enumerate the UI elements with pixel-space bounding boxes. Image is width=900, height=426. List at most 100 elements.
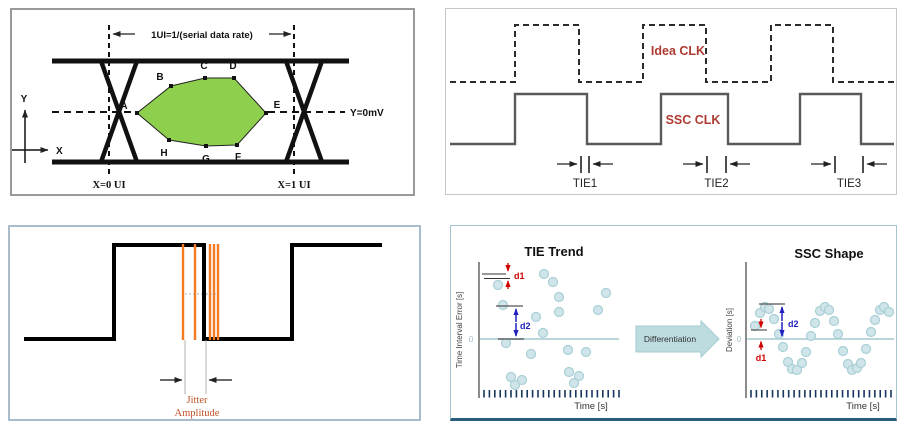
scatter-dot <box>869 314 881 326</box>
tie-marker: TIE2 <box>683 156 750 190</box>
right-crossing <box>283 60 325 163</box>
mask-vertex-marker <box>135 111 139 115</box>
scatter-dot <box>749 320 761 332</box>
scatter-dot <box>573 370 585 382</box>
ssc-scatter-group <box>749 301 895 398</box>
eye-diagram-svg: 1UI=1/(serial data rate) A B C D E F G H Y X Y=… <box>12 25 384 191</box>
ideal-clock-label: Idea CLK <box>651 44 705 58</box>
mask-vertex-label: D <box>229 61 236 72</box>
scatter-dot <box>800 346 812 358</box>
clock-tie-panel: Idea CLK SSC CLK TIE1 TIE2 TIE3 <box>445 8 897 195</box>
tie-marker-label: TIE1 <box>573 178 597 190</box>
scatter-dot <box>497 299 509 311</box>
mask-vertex-label: G <box>202 154 210 165</box>
tie-markers-group: TIE1 TIE2 TIE3 <box>557 156 887 190</box>
scatter-dot <box>516 374 528 386</box>
jitter-caption-line2: Amplitude <box>175 408 220 419</box>
x-axis-letter: X <box>56 146 63 157</box>
scatter-dot <box>509 379 521 391</box>
scatter-dot <box>553 291 565 303</box>
mask-vertex-label: A <box>120 101 127 112</box>
scatter-dot <box>763 303 775 315</box>
scatter-dot <box>768 313 780 325</box>
eye-diagram-panel: 1UI=1/(serial data rate) A B C D E F G H Y X Y=… <box>10 8 415 196</box>
tie-d2-label: d2 <box>520 321 531 331</box>
left-crossing <box>98 60 140 163</box>
tie-y-axis-label: Time Interval Error [s] <box>455 292 464 369</box>
scatter-dot <box>562 344 574 356</box>
eye-mask-polygon <box>136 77 267 147</box>
mask-vertex-marker <box>232 76 236 80</box>
scatter-dot <box>537 327 549 339</box>
jitter-svg: Jitter Amplitude <box>24 243 382 419</box>
scatter-dot <box>580 346 592 358</box>
scatter-dot <box>530 311 542 323</box>
mask-vertex-label: E <box>274 100 281 111</box>
scatter-dot <box>563 366 575 378</box>
scatter-dot <box>805 330 817 342</box>
mask-vertex-marker <box>169 84 173 88</box>
analysis-svg: TIE Trend Time Interval Error [s] 0 d1 d… <box>455 244 895 412</box>
tie-marker-label: TIE2 <box>704 178 728 190</box>
ssc-clock-label: SSC CLK <box>666 113 721 127</box>
tie-trend-title: TIE Trend <box>524 244 583 259</box>
ssc-clock-wave <box>450 92 894 146</box>
ssc-d1-label: d1 <box>756 353 767 363</box>
tie-d1-label: d1 <box>514 271 525 281</box>
x-one-label: X=1 UI <box>277 180 310 191</box>
scatter-dot <box>832 328 844 340</box>
mask-vertex-marker <box>167 138 171 142</box>
scatter-dot <box>538 268 550 280</box>
ssc-zero-label: 0 <box>737 334 742 344</box>
scatter-dot <box>865 326 877 338</box>
ssc-d2-label: d2 <box>788 319 799 329</box>
scatter-dot <box>828 315 840 327</box>
mask-vertex-label: H <box>160 148 167 159</box>
mask-vertex-marker <box>204 144 208 148</box>
tie-zero-label: 0 <box>469 334 474 344</box>
mask-vertex-label: F <box>235 152 241 163</box>
jitter-caption-line1: Jitter <box>187 395 208 406</box>
scatter-dot <box>505 371 517 383</box>
mask-vertex-label: B <box>156 72 163 83</box>
scatter-dot <box>500 337 512 349</box>
tie-marker: TIE1 <box>557 156 613 190</box>
mask-vertex-label: C <box>200 61 207 72</box>
scatter-dot <box>547 276 559 288</box>
scatter-dot <box>796 357 808 369</box>
scatter-dot <box>525 348 537 360</box>
scatter-dot <box>809 317 821 329</box>
jitter-amplitude-panel: Jitter Amplitude <box>8 225 421 421</box>
mask-vertex-marker <box>235 143 239 147</box>
scatter-dot <box>860 343 872 355</box>
eye-mask-group: A B C D E F G H <box>120 61 280 165</box>
jitter-lines-group <box>181 244 220 340</box>
mask-vertex-marker <box>264 111 268 115</box>
scatter-dot <box>791 364 803 376</box>
tie-x-axis-label: Time [s] <box>574 401 607 412</box>
scatter-dot <box>568 377 580 389</box>
tie-scatter-group <box>483 268 620 398</box>
ui-formula-label: 1UI=1/(serial data rate) <box>151 30 253 41</box>
tie-analysis-panel: TIE Trend Time Interval Error [s] 0 d1 d… <box>450 225 897 421</box>
ssc-shape-title: SSC Shape <box>794 246 863 261</box>
scatter-dot <box>883 306 895 318</box>
mask-vertex-marker <box>203 76 207 80</box>
clock-tie-svg: Idea CLK SSC CLK TIE1 TIE2 TIE3 <box>450 24 894 190</box>
scatter-dot <box>600 287 612 299</box>
scatter-dot <box>777 341 789 353</box>
differentiation-label: Differentiation <box>644 334 697 344</box>
scatter-dot <box>855 357 867 369</box>
scatter-dot <box>837 345 849 357</box>
ideal-clock-wave <box>450 24 894 83</box>
x-zero-label: X=0 UI <box>92 180 125 191</box>
tie-marker-label: TIE3 <box>837 178 861 190</box>
scatter-dot <box>553 306 565 318</box>
ssc-x-axis-label: Time [s] <box>846 401 879 412</box>
ssc-y-axis-label: Deviation [s] <box>725 308 734 352</box>
y-zero-label: Y=0mV <box>350 108 384 119</box>
scatter-dot <box>492 279 504 291</box>
y-axis-letter: Y <box>21 94 28 105</box>
scatter-dot <box>823 304 835 316</box>
